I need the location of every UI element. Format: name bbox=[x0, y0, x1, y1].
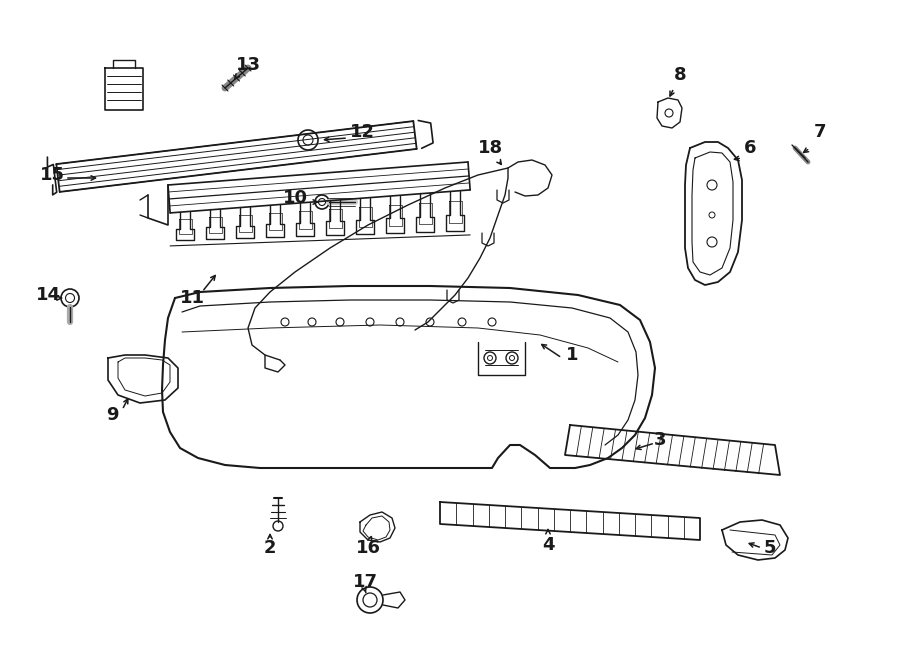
Text: 12: 12 bbox=[349, 123, 374, 141]
Text: 4: 4 bbox=[542, 536, 554, 554]
Text: 16: 16 bbox=[356, 539, 381, 557]
Text: 14: 14 bbox=[35, 286, 60, 304]
Text: 17: 17 bbox=[353, 573, 377, 591]
Text: 15: 15 bbox=[40, 166, 65, 184]
Text: 10: 10 bbox=[283, 189, 308, 207]
Text: 11: 11 bbox=[179, 289, 204, 307]
Text: 1: 1 bbox=[566, 346, 578, 364]
Text: 18: 18 bbox=[477, 139, 502, 157]
Text: 3: 3 bbox=[653, 431, 666, 449]
Text: 8: 8 bbox=[674, 66, 687, 84]
Text: 7: 7 bbox=[814, 123, 826, 141]
Text: 5: 5 bbox=[764, 539, 776, 557]
Text: 13: 13 bbox=[236, 56, 260, 74]
Text: 2: 2 bbox=[264, 539, 276, 557]
Text: 9: 9 bbox=[106, 406, 118, 424]
Text: 6: 6 bbox=[743, 139, 756, 157]
